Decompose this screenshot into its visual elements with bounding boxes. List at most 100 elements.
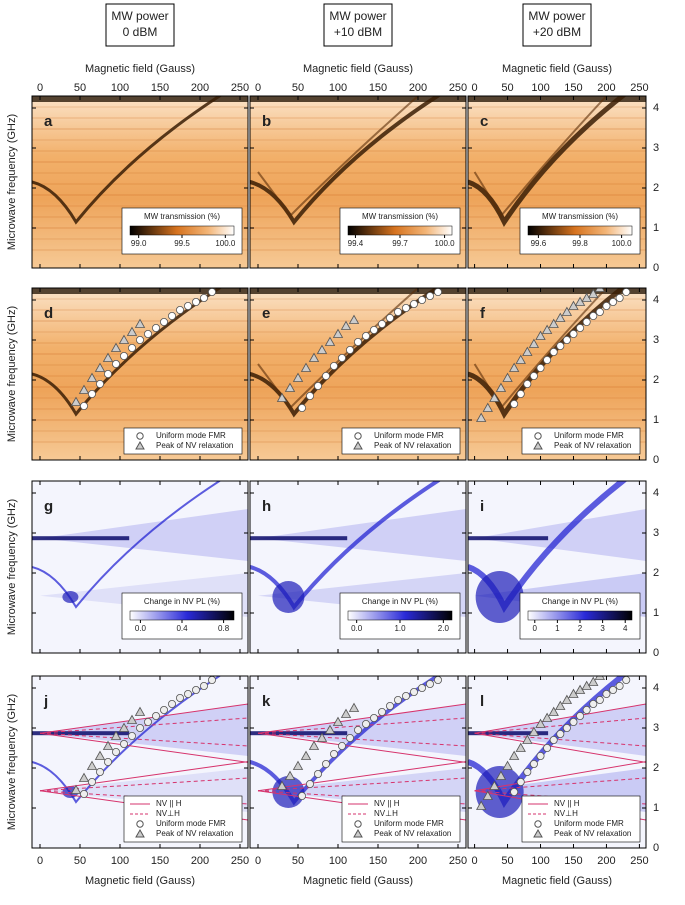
triangle-marker xyxy=(528,338,540,348)
colorbar xyxy=(347,225,453,236)
circle-marker xyxy=(321,371,330,380)
colorbar xyxy=(527,610,633,621)
circle-marker xyxy=(556,341,565,350)
colorbar-tick-label: 99.8 xyxy=(572,239,588,248)
x-tick-label: 0 xyxy=(255,82,261,94)
x-axis-label: Magnetic field (Gauss) xyxy=(85,63,195,75)
circle-marker xyxy=(88,389,97,398)
frame xyxy=(249,675,467,849)
circle-marker xyxy=(183,690,192,699)
nv-line xyxy=(257,703,466,734)
nv-line xyxy=(257,732,466,763)
colorbar-tick-label: 0 xyxy=(533,624,538,633)
legend-label: Peak of NV relaxation xyxy=(554,829,631,838)
circle-marker xyxy=(609,686,618,695)
triangle-marker xyxy=(110,730,122,740)
panel-letter: j xyxy=(43,693,48,710)
streak xyxy=(468,419,646,421)
legend-label: Uniform mode FMR xyxy=(374,431,444,440)
triangle-marker xyxy=(316,732,328,742)
band xyxy=(250,731,348,736)
band xyxy=(32,536,130,541)
colorbar-tick-label: 1.0 xyxy=(394,624,406,633)
streak xyxy=(32,397,248,399)
legend-label: Uniform mode FMR xyxy=(156,431,226,440)
streak xyxy=(250,320,466,322)
circle-marker xyxy=(329,750,338,759)
nv-line xyxy=(474,732,646,747)
colorbar-tick-label: 99.6 xyxy=(531,239,547,248)
y-tick-label: 2 xyxy=(653,182,659,194)
x-tick-label: 0 xyxy=(37,82,43,94)
circle-marker xyxy=(361,720,370,729)
circle-marker xyxy=(510,399,519,408)
circle-marker xyxy=(377,319,386,328)
triangle-marker xyxy=(324,724,336,734)
triangle-marker xyxy=(541,324,553,334)
streak xyxy=(32,375,248,377)
triangle-marker xyxy=(522,346,533,356)
circle-marker xyxy=(510,788,519,797)
triangle-marker xyxy=(555,312,566,322)
triangle-marker xyxy=(482,402,493,412)
y-axis-label: Microwave frequency (GHz) xyxy=(6,306,18,442)
streak xyxy=(32,298,248,300)
triangle-marker xyxy=(276,780,288,790)
streak xyxy=(250,128,466,130)
colorbar-tick-label: 99.0 xyxy=(131,239,147,248)
x-tick-label: 250 xyxy=(630,855,648,867)
colorbar-tick-label: 99.5 xyxy=(174,239,190,248)
colorbar-tick-label: 0.8 xyxy=(218,624,230,633)
circle-marker xyxy=(127,732,136,741)
legend-box xyxy=(521,427,641,455)
circle-marker xyxy=(516,778,525,787)
circle-marker xyxy=(104,758,113,767)
panel-letter: d xyxy=(44,305,53,322)
fmr-curve xyxy=(473,96,608,218)
streak xyxy=(250,161,466,163)
triangle-marker xyxy=(332,328,344,338)
band xyxy=(250,536,348,541)
streak xyxy=(468,128,646,130)
triangle-marker xyxy=(118,722,130,732)
header-box xyxy=(522,3,592,47)
circle-marker xyxy=(543,355,552,364)
fmr-curve xyxy=(473,288,608,410)
triangle-marker xyxy=(588,288,599,298)
triangle-marker xyxy=(541,712,553,722)
streak xyxy=(468,161,646,163)
header-line: 0 dBM xyxy=(123,25,158,39)
legend-label: Uniform mode FMR xyxy=(156,819,226,828)
circle-marker xyxy=(536,363,545,372)
triangle-marker xyxy=(502,372,513,382)
circle-marker xyxy=(369,325,378,334)
streak xyxy=(32,205,248,207)
streak xyxy=(250,386,466,388)
colorbar-tick-label: 2 xyxy=(578,624,583,633)
streak xyxy=(250,106,466,108)
circle-marker xyxy=(199,293,208,302)
circle-marker xyxy=(329,361,338,370)
circle-marker xyxy=(313,381,322,390)
triangle-marker xyxy=(126,326,138,336)
panel: g Change in NV PL (%) 0.0 0.4 0.8 xyxy=(31,480,249,654)
circle-marker xyxy=(433,676,442,685)
x-tick-label: 100 xyxy=(111,855,129,867)
circle-marker xyxy=(297,403,306,412)
triangle-marker xyxy=(594,676,606,680)
colorbar-title: MW transmission (%) xyxy=(362,212,438,221)
legend-swatch xyxy=(533,828,543,838)
x-axis-label: Magnetic field (Gauss) xyxy=(303,875,413,887)
triangle-marker xyxy=(70,396,82,406)
circle-marker xyxy=(556,730,565,739)
band xyxy=(468,288,646,294)
y-tick-label: 4 xyxy=(653,102,659,114)
triangle-marker xyxy=(548,706,559,716)
streak xyxy=(468,386,646,388)
frame xyxy=(31,95,249,269)
y-tick-label: 2 xyxy=(653,374,659,386)
triangle-marker xyxy=(348,702,360,712)
nv-line xyxy=(39,703,248,734)
legend-label: Uniform mode FMR xyxy=(554,819,624,828)
